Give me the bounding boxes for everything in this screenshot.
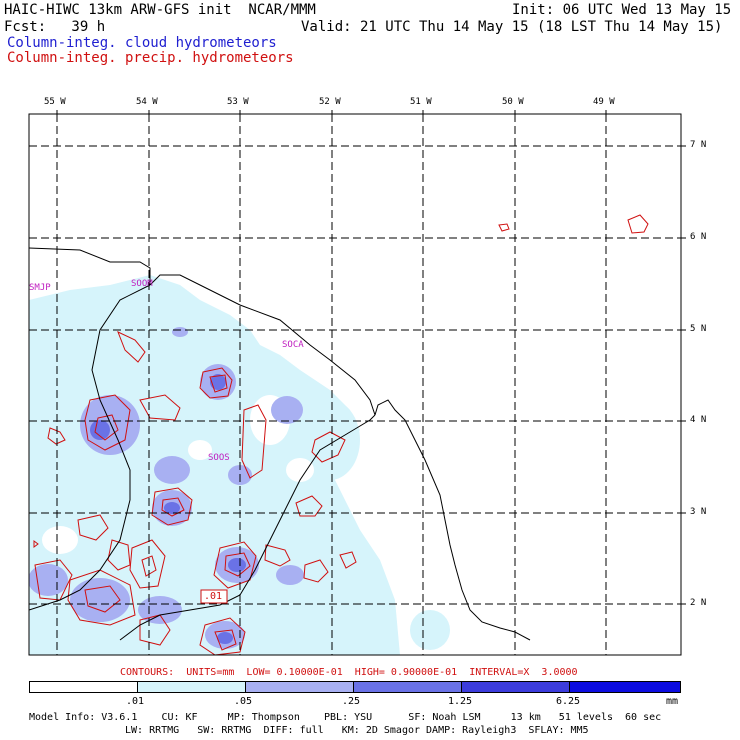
scale-tick-label: .05 — [234, 696, 253, 707]
model-title: HAIC-HIWC 13km ARW-GFS init NCAR/MMM — [4, 2, 316, 18]
lat-label: 7 N — [690, 140, 707, 150]
init-time: Init: 06 UTC Wed 13 May 15 — [512, 2, 732, 18]
shaded-cloud-field — [29, 114, 681, 655]
precip-field-label: Column-integ. precip. hydrometeors — [7, 50, 294, 66]
model-info-line2: LW: RRTMG SW: RRTMG DIFF: full KM: 2D Sm… — [125, 725, 589, 736]
lon-label: 51 W — [410, 97, 432, 107]
lat-label: 6 N — [690, 232, 707, 242]
valid-time: Valid: 21 UTC Thu 14 May 15 (18 LST Thu … — [301, 19, 723, 35]
scale-segment — [353, 681, 462, 693]
scale-segment — [137, 681, 246, 693]
cloud-field-label: Column-integ. cloud hydrometeors — [7, 35, 277, 51]
lat-label: 2 N — [690, 598, 707, 608]
scale-segment — [461, 681, 570, 693]
lon-label: 52 W — [319, 97, 341, 107]
lat-label: 5 N — [690, 324, 707, 334]
forecast-hour: Fcst: 39 h — [4, 19, 106, 35]
scale-segment — [569, 681, 681, 693]
scale-segment — [245, 681, 354, 693]
station-label-soos: SOOS — [208, 453, 230, 463]
lon-label: 54 W — [136, 97, 158, 107]
lon-label: 50 W — [502, 97, 524, 107]
scale-tick-label: 6.25 — [556, 696, 581, 707]
model-info-line1: Model Info: V3.6.1 CU: KF MP: Thompson P… — [29, 712, 662, 723]
station-label-soca: SOCA — [282, 340, 304, 350]
scale-units-label: mm — [666, 696, 679, 707]
scale-tick-label: .01 — [126, 696, 145, 707]
lat-label: 4 N — [690, 415, 707, 425]
scale-tick-label: 1.25 — [448, 696, 473, 707]
scale-segment — [29, 681, 138, 693]
contour-value-label: .01 — [204, 591, 223, 602]
station-label-soom: SOOM — [131, 279, 153, 289]
lat-label: 3 N — [690, 507, 707, 517]
station-label-smjp: SMJP — [29, 283, 51, 293]
scale-tick-label: .25 — [342, 696, 361, 707]
lon-label: 55 W — [44, 97, 66, 107]
lon-label: 53 W — [227, 97, 249, 107]
contour-info: CONTOURS: UNITS=mm LOW= 0.10000E-01 HIGH… — [120, 667, 578, 678]
lon-label: 49 W — [593, 97, 615, 107]
